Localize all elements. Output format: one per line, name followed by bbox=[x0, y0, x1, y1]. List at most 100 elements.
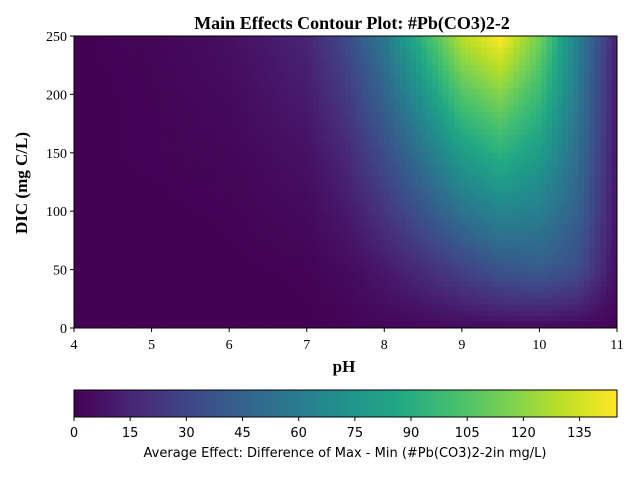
contour-cell bbox=[513, 111, 520, 119]
contour-cell bbox=[492, 47, 499, 55]
contour-cell bbox=[155, 263, 162, 271]
contour-cell bbox=[150, 234, 157, 241]
contour-cell bbox=[394, 152, 401, 160]
contour-cell bbox=[329, 199, 336, 206]
contour-cell bbox=[74, 152, 81, 160]
contour-cell bbox=[209, 65, 216, 72]
contour-cell bbox=[323, 164, 330, 171]
contour-cell bbox=[578, 322, 586, 328]
contour-cell bbox=[171, 252, 178, 259]
contour-cell bbox=[568, 234, 575, 241]
contour-cell bbox=[274, 36, 281, 43]
contour-cell bbox=[475, 71, 482, 78]
contour-cell bbox=[101, 100, 108, 107]
contour-cell bbox=[84, 217, 91, 224]
contour-cell bbox=[405, 287, 412, 294]
contour-cell bbox=[399, 228, 406, 236]
contour-cell bbox=[502, 298, 509, 306]
contour-cell bbox=[600, 129, 607, 136]
contour-cell bbox=[492, 141, 499, 148]
contour-cell bbox=[264, 316, 271, 323]
contour-cell bbox=[519, 205, 526, 212]
contour-cell bbox=[188, 176, 195, 183]
contour-cell bbox=[171, 123, 178, 131]
contour-cell bbox=[606, 106, 613, 113]
contour-cell bbox=[437, 240, 444, 247]
contour-cell bbox=[345, 310, 352, 317]
contour-cell bbox=[568, 158, 575, 166]
contour-cell bbox=[443, 47, 450, 55]
contour-cell bbox=[296, 88, 303, 95]
contour-cell bbox=[562, 287, 569, 294]
contour-cell bbox=[296, 240, 303, 247]
contour-cell bbox=[356, 123, 363, 131]
contour-cell bbox=[600, 111, 607, 119]
contour-cell bbox=[264, 217, 271, 224]
contour-cell bbox=[79, 222, 86, 230]
contour-cell bbox=[578, 106, 586, 113]
contour-cell bbox=[193, 176, 200, 183]
contour-cell bbox=[540, 222, 548, 230]
contour-cell bbox=[318, 199, 325, 206]
contour-cell bbox=[513, 275, 520, 282]
contour-cell bbox=[318, 164, 325, 171]
contour-cell bbox=[291, 170, 298, 177]
contour-cell bbox=[426, 36, 433, 43]
contour-cell bbox=[144, 170, 151, 177]
contour-cell bbox=[421, 228, 428, 236]
contour-cell bbox=[378, 94, 385, 101]
contour-cell bbox=[464, 76, 471, 84]
contour-cell bbox=[432, 176, 439, 183]
contour-cell bbox=[122, 146, 129, 154]
contour-cell bbox=[117, 281, 124, 288]
contour-cell bbox=[139, 82, 146, 90]
contour-cell bbox=[188, 310, 195, 317]
contour-cell bbox=[155, 193, 162, 201]
contour-cell bbox=[231, 222, 238, 230]
contour-cell bbox=[611, 252, 617, 259]
contour-cell bbox=[405, 123, 412, 131]
contour-cell bbox=[247, 88, 254, 95]
contour-cell bbox=[486, 59, 493, 66]
contour-cell bbox=[198, 88, 205, 95]
contour-cell bbox=[470, 76, 477, 84]
contour-cell bbox=[573, 310, 580, 317]
contour-cell bbox=[606, 269, 613, 277]
contour-cell bbox=[421, 164, 428, 171]
contour-cell bbox=[410, 123, 417, 131]
contour-cell bbox=[117, 217, 124, 224]
contour-cell bbox=[155, 59, 162, 66]
contour-cell bbox=[312, 211, 319, 218]
contour-cell bbox=[74, 82, 81, 90]
contour-cell bbox=[122, 141, 129, 148]
contour-cell bbox=[443, 117, 450, 125]
contour-cell bbox=[133, 322, 140, 328]
contour-cell bbox=[280, 152, 287, 160]
contour-cell bbox=[226, 76, 233, 84]
contour-cell bbox=[79, 94, 86, 101]
contour-cell bbox=[524, 281, 531, 288]
contour-cell bbox=[74, 129, 81, 136]
contour-cell bbox=[481, 141, 488, 148]
contour-cell bbox=[139, 193, 146, 201]
contour-cell bbox=[589, 123, 596, 131]
contour-cell bbox=[394, 170, 401, 177]
contour-cell bbox=[280, 205, 287, 212]
contour-cell bbox=[530, 82, 537, 90]
contour-cell bbox=[177, 41, 184, 49]
contour-cell bbox=[231, 292, 238, 300]
contour-cell bbox=[329, 53, 336, 60]
contour-cell bbox=[329, 141, 336, 148]
contour-cell bbox=[399, 164, 406, 171]
contour-cell bbox=[226, 211, 233, 218]
contour-cell bbox=[133, 123, 140, 131]
contour-cell bbox=[302, 257, 309, 265]
contour-cell bbox=[291, 205, 298, 212]
contour-cell bbox=[291, 304, 298, 312]
contour-cell bbox=[454, 141, 461, 148]
contour-cell bbox=[198, 141, 205, 148]
contour-cell bbox=[204, 164, 211, 171]
contour-cell bbox=[562, 205, 569, 212]
contour-cell bbox=[475, 117, 482, 125]
contour-cell bbox=[519, 106, 526, 113]
